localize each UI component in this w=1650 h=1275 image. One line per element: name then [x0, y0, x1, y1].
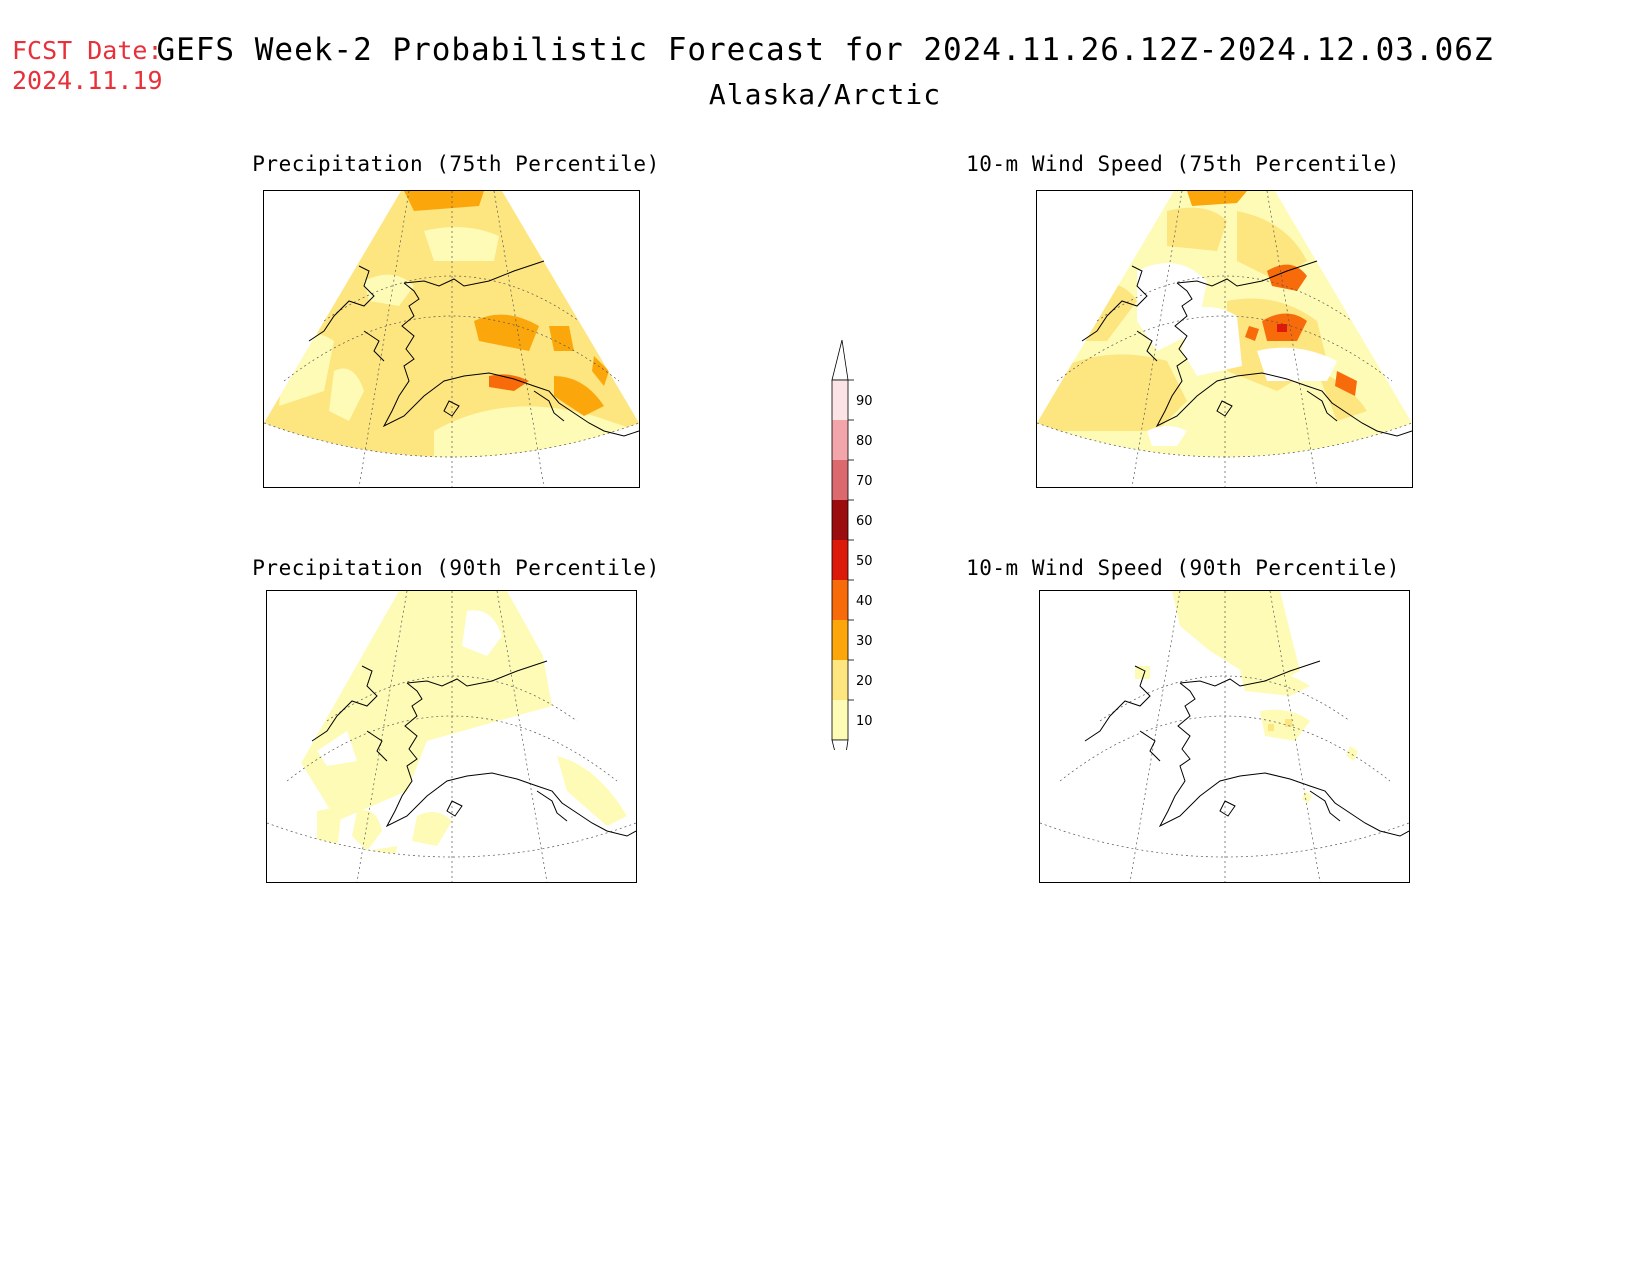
colorbar-swatch	[832, 500, 848, 540]
colorbar-top-arrow	[831, 339, 849, 381]
colorbar-label: 80	[856, 434, 873, 449]
colorbar-label: 60	[856, 514, 873, 529]
forecast-date: FCST Date: 2024.11.19	[12, 36, 163, 96]
colorbar-swatch	[832, 380, 848, 420]
map-wind-75	[1036, 190, 1413, 488]
colorbar-label: 40	[856, 594, 873, 609]
map-precip-90	[266, 590, 637, 883]
colorbar-label: 90	[856, 394, 873, 409]
colorbar-swatch	[832, 700, 848, 740]
region-title: Alaska/Arctic	[708, 78, 942, 111]
colorbar-label: 20	[856, 674, 873, 689]
main-title: GEFS Week-2 Probabilistic Forecast for 2…	[156, 32, 1494, 68]
panel-title-precip-90: Precipitation (90th Percentile)	[252, 556, 660, 580]
forecast-date-label: FCST Date:	[12, 36, 163, 65]
colorbar-swatches: 90 80 70 60 50 40 30 20 10	[831, 339, 873, 781]
colorbar-swatch	[832, 660, 848, 700]
colorbar-swatch	[832, 580, 848, 620]
colorbar-label: 10	[856, 714, 873, 729]
colorbar-swatch	[832, 460, 848, 500]
colorbar-swatch	[832, 620, 848, 660]
colorbar-label: 70	[856, 474, 873, 489]
panel-title-wind-75: 10-m Wind Speed (75th Percentile)	[966, 152, 1400, 176]
colorbar: 90 80 70 60 50 40 30 20 10	[820, 330, 900, 781]
colorbar-label: 30	[856, 634, 873, 649]
forecast-date-value: 2024.11.19	[12, 66, 163, 95]
colorbar-label: 50	[856, 554, 873, 569]
panel-title-wind-90: 10-m Wind Speed (90th Percentile)	[966, 556, 1400, 580]
map-wind-90	[1039, 590, 1410, 883]
colorbar-bottom-arrow	[831, 739, 849, 781]
colorbar-swatch	[832, 420, 848, 460]
panel-title-precip-75: Precipitation (75th Percentile)	[252, 152, 660, 176]
map-precip-75	[263, 190, 640, 488]
colorbar-swatch	[832, 540, 848, 580]
